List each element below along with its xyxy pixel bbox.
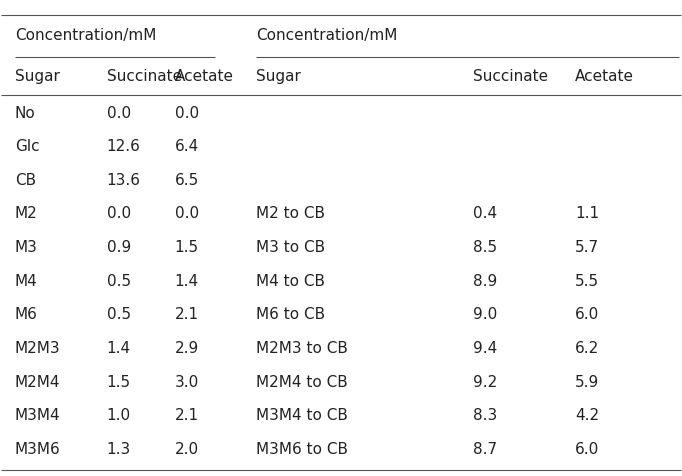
Text: M2 to CB: M2 to CB bbox=[256, 206, 325, 221]
Text: M2: M2 bbox=[15, 206, 38, 221]
Text: 0.0: 0.0 bbox=[106, 105, 131, 120]
Text: 1.0: 1.0 bbox=[106, 407, 131, 422]
Text: 6.0: 6.0 bbox=[576, 441, 599, 456]
Text: 1.3: 1.3 bbox=[106, 441, 131, 456]
Text: 2.1: 2.1 bbox=[175, 407, 198, 422]
Text: Succinate: Succinate bbox=[106, 69, 182, 83]
Text: M3M6: M3M6 bbox=[15, 441, 61, 456]
Text: 0.5: 0.5 bbox=[106, 273, 131, 288]
Text: 8.5: 8.5 bbox=[473, 239, 498, 255]
Text: M2M4: M2M4 bbox=[15, 374, 61, 389]
Text: M3M4 to CB: M3M4 to CB bbox=[256, 407, 348, 422]
Text: M2M4 to CB: M2M4 to CB bbox=[256, 374, 348, 389]
Text: 6.5: 6.5 bbox=[175, 172, 199, 188]
Text: 5.9: 5.9 bbox=[576, 374, 599, 389]
Text: M3M4: M3M4 bbox=[15, 407, 61, 422]
Text: 1.4: 1.4 bbox=[106, 340, 131, 355]
Text: Concentration/mM: Concentration/mM bbox=[15, 28, 156, 43]
Text: Acetate: Acetate bbox=[576, 69, 634, 83]
Text: 9.4: 9.4 bbox=[473, 340, 498, 355]
Text: 0.0: 0.0 bbox=[106, 206, 131, 221]
Text: M2M3: M2M3 bbox=[15, 340, 61, 355]
Text: 0.5: 0.5 bbox=[106, 307, 131, 322]
Text: No: No bbox=[15, 105, 35, 120]
Text: 0.0: 0.0 bbox=[175, 206, 198, 221]
Text: 3.0: 3.0 bbox=[175, 374, 199, 389]
Text: 0.0: 0.0 bbox=[175, 105, 198, 120]
Text: CB: CB bbox=[15, 172, 36, 188]
Text: 9.2: 9.2 bbox=[473, 374, 498, 389]
Text: 13.6: 13.6 bbox=[106, 172, 140, 188]
Text: 2.0: 2.0 bbox=[175, 441, 198, 456]
Text: Glc: Glc bbox=[15, 139, 40, 154]
Text: M6 to CB: M6 to CB bbox=[256, 307, 325, 322]
Text: 5.5: 5.5 bbox=[576, 273, 599, 288]
Text: 4.2: 4.2 bbox=[576, 407, 599, 422]
Text: 6.4: 6.4 bbox=[175, 139, 199, 154]
Text: 8.9: 8.9 bbox=[473, 273, 498, 288]
Text: 2.1: 2.1 bbox=[175, 307, 198, 322]
Text: M3: M3 bbox=[15, 239, 38, 255]
Text: 5.7: 5.7 bbox=[576, 239, 599, 255]
Text: 0.9: 0.9 bbox=[106, 239, 131, 255]
Text: Sugar: Sugar bbox=[256, 69, 301, 83]
Text: 0.4: 0.4 bbox=[473, 206, 498, 221]
Text: M4 to CB: M4 to CB bbox=[256, 273, 325, 288]
Text: 2.9: 2.9 bbox=[175, 340, 199, 355]
Text: 9.0: 9.0 bbox=[473, 307, 498, 322]
Text: M4: M4 bbox=[15, 273, 38, 288]
Text: M3M6 to CB: M3M6 to CB bbox=[256, 441, 348, 456]
Text: 1.5: 1.5 bbox=[106, 374, 131, 389]
Text: Concentration/mM: Concentration/mM bbox=[256, 28, 398, 43]
Text: 8.3: 8.3 bbox=[473, 407, 498, 422]
Text: M6: M6 bbox=[15, 307, 38, 322]
Text: 12.6: 12.6 bbox=[106, 139, 140, 154]
Text: Succinate: Succinate bbox=[473, 69, 548, 83]
Text: 6.0: 6.0 bbox=[576, 307, 599, 322]
Text: 1.1: 1.1 bbox=[576, 206, 599, 221]
Text: 1.4: 1.4 bbox=[175, 273, 198, 288]
Text: M2M3 to CB: M2M3 to CB bbox=[256, 340, 348, 355]
Text: Acetate: Acetate bbox=[175, 69, 234, 83]
Text: 6.2: 6.2 bbox=[576, 340, 599, 355]
Text: 8.7: 8.7 bbox=[473, 441, 498, 456]
Text: M3 to CB: M3 to CB bbox=[256, 239, 325, 255]
Text: 1.5: 1.5 bbox=[175, 239, 198, 255]
Text: Sugar: Sugar bbox=[15, 69, 60, 83]
